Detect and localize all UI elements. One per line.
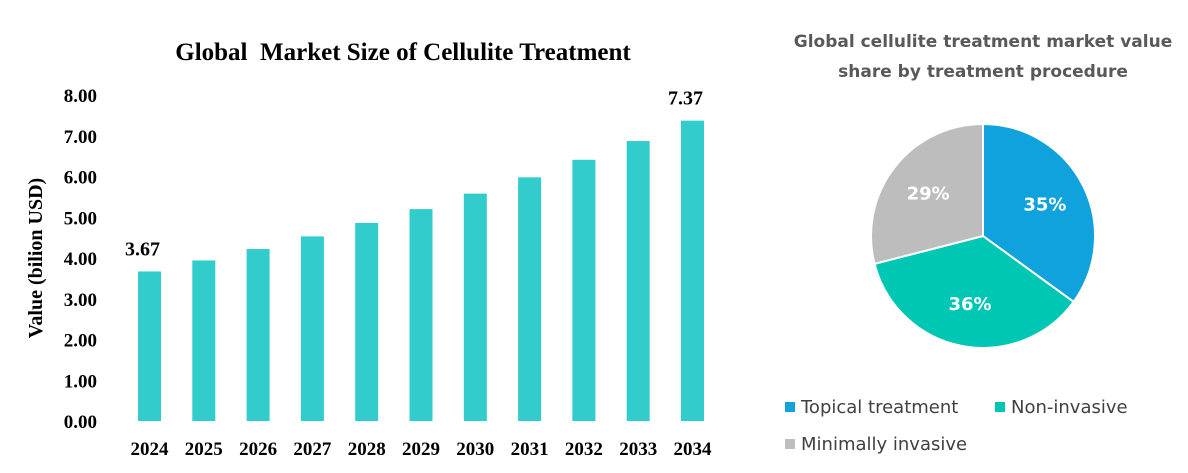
legend-label: Topical treatment — [800, 397, 958, 418]
pie-slice-label: 29% — [907, 183, 950, 204]
legend-swatch — [785, 439, 795, 449]
bar — [246, 249, 270, 421]
legend-item: Non-invasive — [995, 397, 1128, 418]
x-tick-label: 2027 — [293, 439, 332, 460]
y-tick-label: 8.00 — [64, 86, 97, 107]
bar-chart-title: Global Market Size of Cellulite Treatmen… — [175, 39, 631, 66]
pie-slice-label: 35% — [1023, 194, 1066, 215]
y-tick-label: 0.00 — [64, 412, 97, 433]
x-tick-label: 2026 — [239, 439, 277, 460]
bar-data-label: 7.37 — [668, 88, 703, 110]
legend-item: Minimally invasive — [785, 434, 967, 455]
x-tick-label: 2028 — [348, 439, 386, 460]
x-tick-label: 2024 — [131, 439, 170, 460]
bar-data-labels: 3.67 7.37 — [125, 88, 703, 261]
x-tick-label: 2031 — [511, 439, 549, 460]
pie-title-line-2: share by treatment procedure — [838, 62, 1128, 82]
legend-item: Topical treatment — [785, 397, 958, 418]
pie-slice — [873, 234, 1076, 349]
bar — [300, 236, 324, 421]
bar-data-label: 3.67 — [125, 238, 160, 260]
y-tick-label: 4.00 — [64, 249, 97, 270]
y-axis-ticks: 0.00 1.00 2.00 3.00 4.00 5.00 6.00 7.00 8.00 — [64, 86, 97, 433]
pie-slice-label: 36% — [948, 294, 991, 315]
pie-slices — [870, 122, 1096, 349]
y-tick-label: 2.00 — [64, 331, 97, 352]
bar — [518, 177, 542, 421]
pie-slice — [982, 122, 1096, 304]
bar — [626, 141, 650, 422]
pie-title-line-1: Global cellulite treatment market value — [794, 32, 1172, 52]
legend-swatch — [995, 402, 1005, 412]
y-tick-label: 6.00 — [64, 168, 97, 189]
bar — [355, 222, 379, 421]
x-tick-label: 2032 — [565, 439, 603, 460]
bar — [138, 271, 161, 421]
y-tick-label: 3.00 — [64, 290, 97, 311]
pie-slice — [870, 122, 984, 266]
x-axis-ticks: 2024 2025 2026 2027 2028 2029 2030 2031 2032 2033… — [131, 439, 713, 460]
bar — [409, 209, 433, 421]
x-tick-label: 2025 — [185, 439, 223, 460]
legend-label: Non-invasive — [1011, 397, 1128, 418]
pie-slice-labels: 35% 36% 29% — [907, 183, 1067, 315]
bars — [138, 120, 704, 422]
y-tick-label: 7.00 — [64, 127, 97, 148]
x-tick-label: 2033 — [619, 439, 657, 460]
bar — [572, 159, 596, 422]
bar — [192, 260, 216, 421]
legend-swatch — [785, 402, 795, 412]
bar — [681, 120, 704, 422]
y-tick-label: 5.00 — [64, 208, 97, 229]
x-tick-label: 2029 — [402, 439, 440, 460]
x-tick-label: 2034 — [674, 439, 713, 460]
y-tick-label: 1.00 — [64, 371, 97, 392]
bar — [463, 193, 487, 421]
pie-legend: Topical treatment Non-invasive Minimally i… — [785, 397, 1128, 455]
y-axis-label: Value (bilion USD) — [25, 178, 47, 338]
legend-label: Minimally invasive — [801, 434, 967, 455]
x-tick-label: 2030 — [456, 439, 494, 460]
pie-chart: Global cellulite treatment market value … — [785, 32, 1172, 455]
bar-chart: Global Market Size of Cellulite Treatmen… — [25, 39, 712, 460]
